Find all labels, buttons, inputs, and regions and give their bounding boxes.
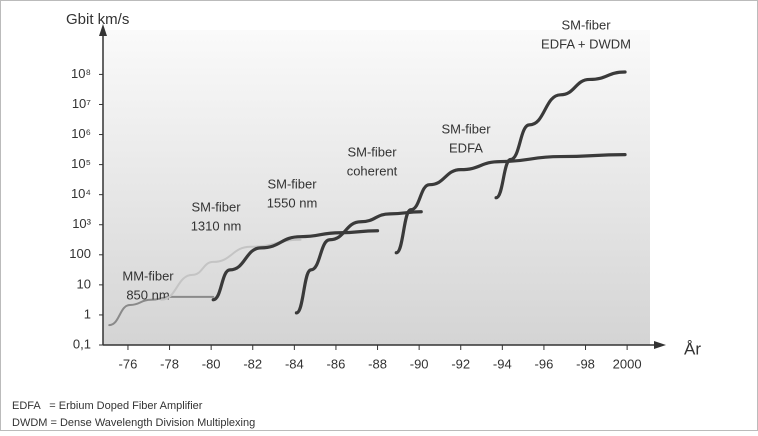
- x-tick-label: -88: [368, 356, 387, 371]
- series-label: 1550 nm: [267, 195, 318, 210]
- series-label: SM-fiber: [441, 121, 491, 136]
- footnote: EDFA = Erbium Doped Fiber Amplifier: [12, 400, 203, 412]
- x-tick-label: -76: [119, 356, 138, 371]
- series-label: SM-fiber: [561, 17, 611, 32]
- y-tick-label: 100: [69, 246, 91, 261]
- y-tick-label: 1: [84, 306, 91, 321]
- y-tick-label: 10⁵: [71, 156, 91, 171]
- x-tick-label: 2000: [613, 356, 642, 371]
- x-tick-label: -82: [243, 356, 262, 371]
- series-label: SM-fiber: [347, 144, 397, 159]
- x-arrow: [654, 341, 666, 349]
- series-label: EDFA + DWDM: [541, 36, 631, 51]
- y-axis-label: Gbit km/s: [66, 11, 129, 28]
- series-label: coherent: [347, 163, 398, 178]
- y-tick-label: 10: [77, 276, 91, 291]
- y-tick-label: 10⁴: [71, 186, 91, 201]
- series-label: 1310 nm: [191, 218, 242, 233]
- y-tick-label: 10⁶: [71, 126, 91, 141]
- series-line: [394, 153, 627, 255]
- x-tick-label: -92: [451, 356, 470, 371]
- x-tick-label: -94: [493, 356, 512, 371]
- series-line: [108, 295, 215, 327]
- x-tick-label: -78: [160, 356, 179, 371]
- series-label: SM-fiber: [267, 176, 317, 191]
- series-label: 850 nm: [126, 287, 169, 302]
- series-label: SM-fiber: [191, 199, 241, 214]
- y-tick-label: 0,1: [73, 336, 91, 351]
- series-label: EDFA: [449, 140, 483, 155]
- x-tick-label: -86: [327, 356, 346, 371]
- x-tick-label: -84: [285, 356, 304, 371]
- x-axis-label: År: [684, 339, 701, 358]
- plot-background: [103, 30, 650, 345]
- series-line: [160, 238, 302, 301]
- x-tick-label: -96: [535, 356, 554, 371]
- x-tick-label: -80: [202, 356, 221, 371]
- series-line: [494, 70, 627, 200]
- x-tick-label: -98: [576, 356, 595, 371]
- y-tick-label: 10⁸: [71, 66, 91, 81]
- x-tick-label: -90: [410, 356, 429, 371]
- y-tick-label: 10⁷: [72, 96, 91, 111]
- series-label: MM-fiber: [122, 268, 174, 283]
- y-arrow: [99, 24, 107, 36]
- series-line: [294, 210, 423, 315]
- footnote: DWDM = Dense Wavelength Division Multipl…: [12, 417, 255, 429]
- y-tick-label: 10³: [72, 216, 91, 231]
